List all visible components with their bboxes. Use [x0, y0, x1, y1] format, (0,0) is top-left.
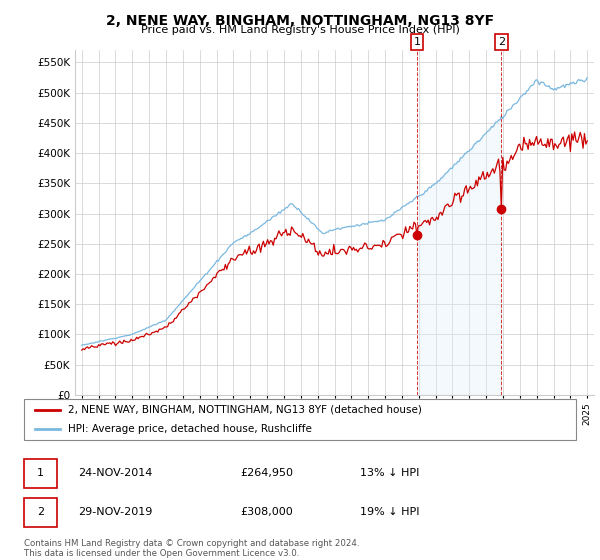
Text: 2, NENE WAY, BINGHAM, NOTTINGHAM, NG13 8YF: 2, NENE WAY, BINGHAM, NOTTINGHAM, NG13 8… [106, 14, 494, 28]
Text: 2: 2 [498, 37, 505, 47]
Text: Contains HM Land Registry data © Crown copyright and database right 2024.
This d: Contains HM Land Registry data © Crown c… [24, 539, 359, 558]
Text: 2: 2 [37, 507, 44, 517]
Text: £264,950: £264,950 [240, 468, 293, 478]
Text: 1: 1 [37, 468, 44, 478]
Text: 29-NOV-2019: 29-NOV-2019 [78, 507, 152, 517]
FancyBboxPatch shape [24, 399, 576, 440]
Text: 13% ↓ HPI: 13% ↓ HPI [360, 468, 419, 478]
Text: HPI: Average price, detached house, Rushcliffe: HPI: Average price, detached house, Rush… [68, 424, 312, 435]
Text: £308,000: £308,000 [240, 507, 293, 517]
Text: 19% ↓ HPI: 19% ↓ HPI [360, 507, 419, 517]
Text: 2, NENE WAY, BINGHAM, NOTTINGHAM, NG13 8YF (detached house): 2, NENE WAY, BINGHAM, NOTTINGHAM, NG13 8… [68, 405, 422, 415]
Text: Price paid vs. HM Land Registry's House Price Index (HPI): Price paid vs. HM Land Registry's House … [140, 25, 460, 35]
Text: 1: 1 [413, 37, 421, 47]
Text: 24-NOV-2014: 24-NOV-2014 [78, 468, 152, 478]
